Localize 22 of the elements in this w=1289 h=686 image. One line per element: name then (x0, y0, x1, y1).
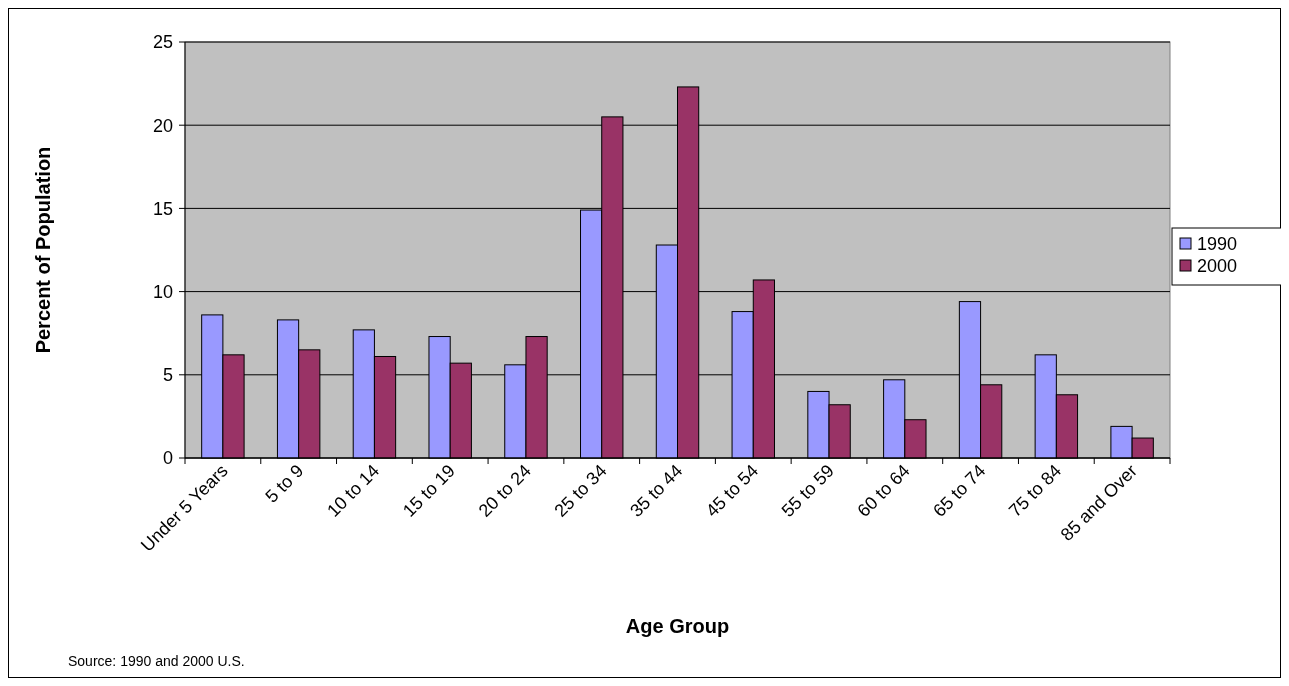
x-tick-label: 55 to 59 (777, 460, 838, 521)
y-tick-label: 10 (152, 281, 173, 302)
source-note: Source: 1990 and 2000 U.S. (68, 653, 245, 669)
x-tick-label: 35 to 44 (626, 460, 687, 521)
legend-label: 1990 (1197, 234, 1238, 255)
x-tick-label: 75 to 84 (1005, 460, 1066, 521)
y-tick-label: 5 (162, 365, 173, 386)
x-tick-label: 60 to 64 (853, 460, 914, 521)
legend-label: 2000 (1197, 256, 1238, 277)
x-tick-label: 45 to 54 (701, 460, 763, 521)
x-tick-label: 25 to 34 (550, 460, 611, 521)
x-tick-label: 20 to 24 (474, 460, 535, 521)
y-axis-title: Percent of Population (32, 146, 54, 354)
y-tick-label: 25 (152, 32, 173, 53)
y-tick-label: 15 (152, 198, 173, 219)
x-tick-label: 65 to 74 (929, 460, 990, 521)
y-tick-label: 20 (152, 115, 173, 136)
y-tick-label: 0 (162, 448, 173, 469)
x-tick-label: 5 to 9 (261, 460, 308, 507)
x-tick-label: 15 to 19 (398, 460, 460, 521)
x-axis-title: Age Group (625, 615, 730, 637)
x-tick-label: 10 to 14 (323, 460, 384, 521)
